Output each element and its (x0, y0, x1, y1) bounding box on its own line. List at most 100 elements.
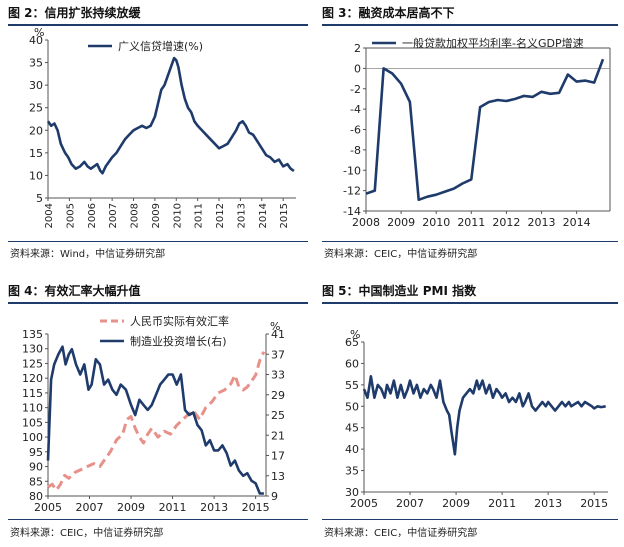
y-tick-label: 105 (22, 416, 43, 429)
credit-growth-chart: 5 10 15 20 25 30 35 40 2004 2005 2006 2007 2008 2009 2… (29, 26, 296, 228)
source-rule (8, 519, 308, 520)
x-tick-label: 2013 (200, 501, 228, 514)
series-line-2 (46, 345, 264, 495)
chart-panel-4: 图 5：中国制造业 PMI 指数 (322, 282, 618, 299)
y-tick-label: -14 (343, 205, 361, 218)
x-tick-label: 2008 (352, 216, 380, 229)
y-tick-label: 20 (29, 124, 43, 137)
x-tick-label: 2009 (151, 203, 162, 228)
y-tick-label-right: 33 (271, 369, 285, 382)
x-tick-label: 2015 (242, 501, 270, 514)
y-tick-label: 50 (345, 400, 359, 413)
y-tick-label: 10 (29, 169, 43, 182)
y-tick-label: 95 (29, 446, 43, 459)
y-tick-label: 5 (36, 192, 43, 205)
chart-panel-1: 图 2：信用扩张持续放缓 (8, 4, 308, 21)
y-tick-label: -6 (350, 124, 361, 137)
y-tick-label-right: 17 (271, 450, 285, 463)
title-rule (322, 302, 618, 304)
series-line-1 (46, 56, 295, 175)
y-tick-label: 35 (345, 465, 359, 478)
y-tick-label-right: 9 (271, 490, 278, 503)
y-tick-label: 35 (29, 57, 43, 70)
x-tick-label: 2014 (563, 216, 591, 229)
source-note: 资料来源：CEIC，中信证券研究部 (324, 528, 478, 539)
y-tick-label: 85 (29, 475, 43, 488)
x-tick-label: 2011 (457, 216, 485, 229)
chart-title: 图 4：有效汇率大幅升值 (8, 284, 141, 298)
y-tick-label: 15 (29, 147, 43, 160)
y-tick-label: 125 (22, 357, 43, 370)
y-tick-label: -4 (350, 103, 361, 116)
y-tick-label-right: 21 (271, 429, 285, 442)
legend-label-1: 广义信贷增速(%) (118, 39, 203, 53)
y-tick-label: -10 (343, 164, 361, 177)
x-tick-label: 2007 (76, 501, 104, 514)
x-tick-label: 2013 (236, 203, 247, 228)
y-tick-label: 40 (345, 443, 359, 456)
y-tick-label: 55 (345, 379, 359, 392)
chart-title: 图 5：中国制造业 PMI 指数 (322, 284, 477, 298)
x-tick-label: 2013 (528, 216, 556, 229)
y-tick-label: 40 (29, 34, 43, 47)
x-tick-label: 2011 (488, 497, 516, 510)
y-tick-label: 115 (22, 387, 43, 400)
source-rule (322, 241, 618, 242)
unit-label: % (34, 26, 44, 39)
source-rule (8, 241, 308, 242)
y-tick-label: 25 (29, 102, 43, 115)
legend-label-1: 人民币实际有效汇率 (130, 314, 229, 328)
y-tick-label: 30 (29, 79, 43, 92)
x-tick-label: 2009 (442, 497, 470, 510)
x-tick-label: 2007 (108, 203, 119, 228)
chart-title: 图 3：融资成本居高不下 (322, 6, 455, 20)
x-tick-label: 2015 (580, 497, 608, 510)
x-tick-label: 2011 (194, 203, 205, 228)
pmi-chart: 30 35 40 45 50 55 60 65 2005 2007 2009 2011 2013 2015… (345, 328, 608, 510)
legend-label-2: 制造业投资增长(右) (130, 334, 227, 348)
x-tick-label: 2009 (117, 501, 145, 514)
y-tick-label: 2 (354, 42, 361, 55)
financing-cost-chart: -14 -12 -10 -8 -6 -4 -2 0 2 2008 2009 2010 2011 2012 2… (343, 36, 611, 229)
y-tick-label: -8 (350, 144, 361, 157)
y-tick-label: 0 (354, 62, 361, 75)
y-tick-label-right: 29 (271, 389, 285, 402)
y-tick-label-right: 37 (271, 348, 285, 361)
y-tick-label-right: 25 (271, 409, 285, 422)
title-rule (322, 24, 618, 26)
x-tick-label: 2009 (387, 216, 415, 229)
y-tick-label-right: 13 (271, 470, 285, 483)
x-tick-label: 2012 (215, 203, 226, 228)
unit-label: % (350, 328, 360, 341)
x-tick-label: 2006 (87, 203, 98, 228)
title-rule (8, 302, 308, 304)
x-tick-label: 2007 (396, 497, 424, 510)
x-tick-label: 2005 (34, 501, 62, 514)
y-tick-label: 60 (345, 357, 359, 370)
x-tick-label: 2004 (44, 203, 55, 228)
series-line-1 (362, 375, 606, 456)
x-tick-label: 2014 (258, 203, 269, 228)
x-tick-label: 2012 (492, 216, 520, 229)
y-tick-label: 130 (22, 343, 43, 356)
y-tick-label: 120 (22, 372, 43, 385)
legend-label-1: 一般贷款加权平均利率-名义GDP增速 (402, 36, 584, 50)
title-rule (8, 24, 308, 26)
x-tick-label: 2011 (159, 501, 187, 514)
y-tick-label-right: 41 (271, 328, 285, 341)
source-note: 资料来源：CEIC，中信证券研究部 (10, 528, 164, 539)
x-tick-label: 2013 (534, 497, 562, 510)
chart-title: 图 2：信用扩张持续放缓 (8, 6, 141, 20)
y-tick-label: 100 (22, 431, 43, 444)
y-tick-label: 110 (22, 402, 43, 415)
series-line-1 (365, 58, 605, 202)
y-tick-label: 80 (29, 490, 43, 503)
x-tick-label: 2015 (279, 203, 290, 228)
y-tick-label: -2 (350, 83, 361, 96)
y-tick-label: -12 (343, 185, 361, 198)
x-tick-label: 2005 (350, 497, 378, 510)
y-tick-label: 65 (345, 336, 359, 349)
y-tick-label: 135 (22, 328, 43, 341)
x-tick-label: 2010 (172, 203, 183, 228)
chart-panel-3: 图 4：有效汇率大幅升值 (8, 282, 308, 299)
